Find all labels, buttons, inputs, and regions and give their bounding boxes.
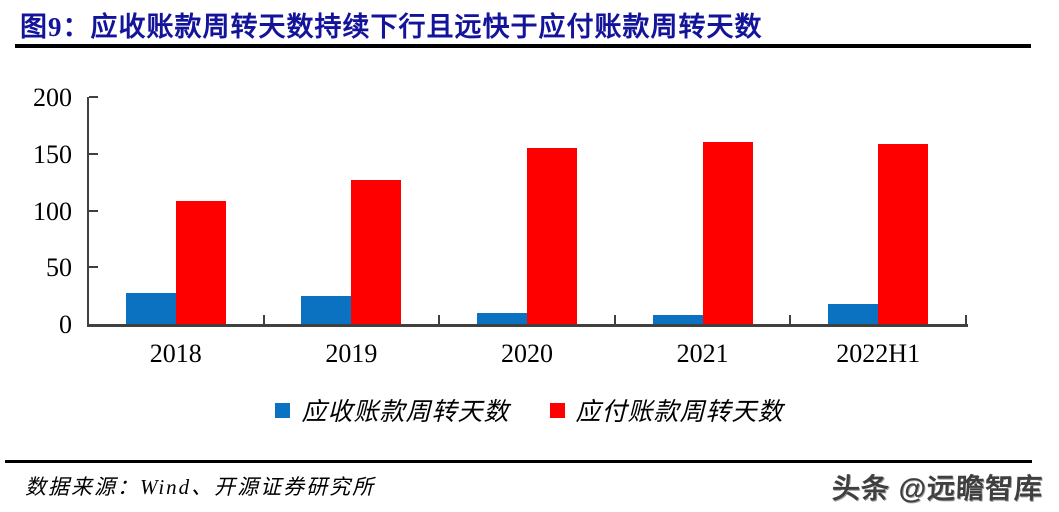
x-axis-tick <box>262 315 265 324</box>
chart-legend: 应收账款周转天数 应付账款周转天数 <box>0 392 1059 428</box>
bar-2018-应收账款周转天数 <box>125 293 176 324</box>
x-axis-category-label: 2018 <box>149 339 202 368</box>
x-axis-category-label: 2021 <box>676 339 729 368</box>
bar-2019-应付账款周转天数 <box>351 179 402 324</box>
y-axis-tick-label: 200 <box>33 83 72 112</box>
data-source-note: 数据来源：Wind、开源证券研究所 <box>25 475 376 499</box>
legend-swatch-blue <box>275 402 291 418</box>
y-axis-tick-label: 150 <box>33 139 72 169</box>
bar-2020-应收账款周转天数 <box>477 312 527 324</box>
y-axis-tick-label: 0 <box>59 310 72 339</box>
y-axis-tick-label: 100 <box>33 196 72 226</box>
y-axis-tick <box>89 266 98 269</box>
x-axis-tick <box>438 315 441 324</box>
bar-2019-应收账款周转天数 <box>301 295 352 324</box>
x-axis-tick <box>965 315 967 324</box>
x-axis-line <box>87 324 968 327</box>
bar-2022H1-应收账款周转天数 <box>828 303 879 324</box>
legend-item-receivable-days: 应收账款周转天数 <box>275 392 509 428</box>
y-axis-line <box>87 97 89 325</box>
bar-chart: 0 50 100 150 200 2018 2019 2020 2021 2022H1 <box>33 83 968 368</box>
y-axis-tick <box>89 209 98 212</box>
figure-title: 图9：应收账款周转天数持续下行且远快于应付账款周转天数 <box>20 12 763 42</box>
x-axis-tick <box>789 315 792 324</box>
bar-2022H1-应付账款周转天数 <box>878 143 929 324</box>
toutiao-watermark: 头条 @远瞻智库 <box>831 473 1044 504</box>
x-axis-category-label: 2019 <box>325 339 378 368</box>
x-axis-tick <box>613 315 616 324</box>
y-axis-tick <box>89 96 98 98</box>
bar-2020-应付账款周转天数 <box>527 148 577 324</box>
legend-label: 应收账款周转天数 <box>301 399 510 426</box>
legend-label: 应付账款周转天数 <box>575 399 784 426</box>
x-axis-category-label: 2022H1 <box>836 339 921 368</box>
y-axis-tick <box>89 152 98 155</box>
footer-divider-line <box>5 460 1032 463</box>
legend-item-payable-days: 应付账款周转天数 <box>549 392 784 428</box>
bar-2021-应收账款周转天数 <box>652 314 703 324</box>
y-axis-tick-label: 50 <box>46 253 72 283</box>
bar-2021-应付账款周转天数 <box>702 142 753 324</box>
title-divider-line <box>15 44 1031 48</box>
legend-swatch-red <box>549 402 565 418</box>
bar-2018-应付账款周转天数 <box>175 201 226 324</box>
x-axis-category-label: 2020 <box>501 339 553 368</box>
